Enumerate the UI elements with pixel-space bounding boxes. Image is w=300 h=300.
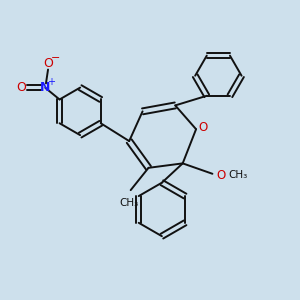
Text: O: O: [198, 121, 207, 134]
Text: CH₃: CH₃: [120, 198, 139, 208]
Text: O: O: [16, 81, 26, 94]
Text: O: O: [44, 57, 54, 70]
Text: N: N: [40, 81, 50, 94]
Text: CH₃: CH₃: [229, 170, 248, 180]
Text: +: +: [47, 77, 55, 87]
Text: O: O: [216, 169, 225, 182]
Text: −: −: [51, 53, 60, 63]
